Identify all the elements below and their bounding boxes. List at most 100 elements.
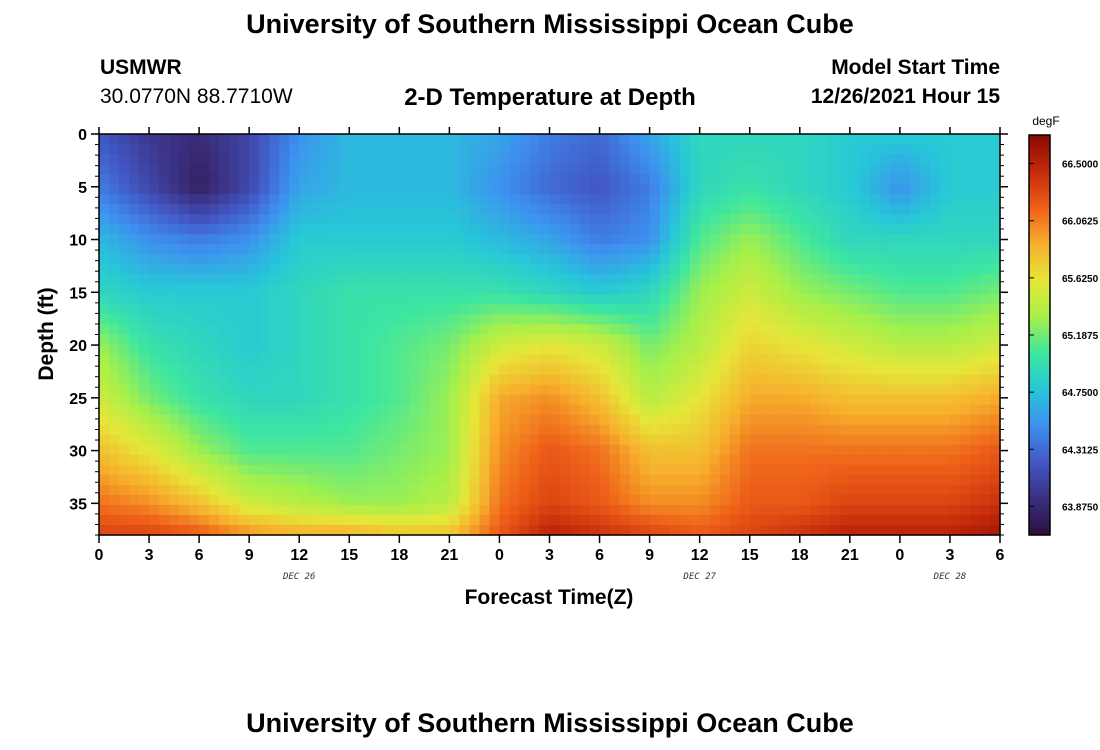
- x-tick-label: 18: [791, 547, 809, 564]
- heatmap-cell: [839, 174, 851, 185]
- heatmap-cell: [499, 274, 511, 285]
- heatmap-cell: [909, 304, 921, 316]
- heatmap-cell: [929, 504, 941, 516]
- heatmap-cell: [859, 514, 871, 526]
- heatmap-cell: [289, 314, 300, 326]
- heatmap-cell: [799, 454, 811, 466]
- heatmap-cell: [309, 354, 320, 366]
- heatmap-cell: [639, 384, 651, 396]
- heatmap-cell: [869, 434, 881, 446]
- heatmap-cell: [179, 284, 190, 296]
- heatmap-cell: [379, 484, 390, 496]
- heatmap-cell: [589, 234, 601, 245]
- heatmap-cell: [499, 474, 511, 486]
- heatmap-cell: [449, 204, 460, 215]
- heatmap-cell: [819, 454, 831, 466]
- heatmap-cell: [979, 454, 991, 466]
- heatmap-cell: [479, 194, 491, 205]
- heatmap-cell: [219, 364, 230, 376]
- heatmap-cell: [139, 214, 150, 225]
- heatmap-cell: [529, 214, 541, 225]
- heatmap-cell: [589, 504, 601, 516]
- heatmap-cell: [139, 404, 150, 416]
- heatmap-cell: [669, 414, 681, 426]
- heatmap-cell: [629, 254, 641, 265]
- heatmap-cell: [289, 444, 300, 456]
- heatmap-cell: [389, 294, 400, 306]
- heatmap-cell: [409, 334, 420, 346]
- heatmap-cell: [859, 344, 871, 356]
- heatmap-cell: [429, 264, 440, 275]
- heatmap-cell: [919, 434, 931, 446]
- heatmap-cell: [769, 174, 781, 185]
- heatmap-cell: [699, 304, 711, 316]
- heatmap-cell: [369, 504, 380, 516]
- heatmap-cell: [739, 244, 751, 255]
- heatmap-cell: [169, 164, 180, 175]
- heatmap-cell: [129, 284, 140, 296]
- heatmap-cell: [549, 294, 561, 306]
- heatmap-cell: [639, 444, 651, 456]
- heatmap-cell: [489, 474, 501, 486]
- heatmap-cell: [769, 484, 781, 496]
- heatmap-cell: [219, 474, 230, 486]
- heatmap-cell: [209, 204, 220, 215]
- heatmap-cell: [769, 234, 781, 245]
- heatmap-cell: [449, 514, 460, 526]
- heatmap-cell: [859, 524, 871, 536]
- heatmap-cell: [499, 454, 511, 466]
- heatmap-cell: [479, 484, 491, 496]
- heatmap-cell: [839, 264, 851, 275]
- heatmap-cell: [159, 354, 170, 366]
- heatmap-cell: [349, 234, 360, 245]
- heatmap-cell: [929, 364, 941, 376]
- heatmap-cell: [719, 284, 731, 296]
- heatmap-cell: [899, 444, 911, 456]
- heatmap-cell: [269, 514, 280, 526]
- heatmap-cell: [369, 254, 380, 265]
- heatmap-cell: [229, 224, 240, 235]
- heatmap-cell: [869, 354, 881, 366]
- heatmap-cell: [569, 394, 581, 406]
- heatmap-cell: [289, 474, 300, 486]
- heatmap-cell: [589, 284, 601, 296]
- heatmap-cell: [739, 524, 751, 536]
- heatmap-cell: [829, 194, 841, 205]
- heatmap-cell: [499, 164, 511, 175]
- heatmap-cell: [969, 384, 981, 396]
- heatmap-cell: [889, 394, 901, 406]
- heatmap-cell: [559, 364, 571, 376]
- heatmap-cell: [889, 294, 901, 306]
- heatmap-cell: [289, 164, 300, 175]
- heatmap-cell: [629, 304, 641, 316]
- heatmap-cell: [859, 264, 871, 275]
- heatmap-cell: [809, 134, 821, 145]
- heatmap-cell: [579, 434, 591, 446]
- heatmap-cell: [299, 344, 310, 356]
- heatmap-cell: [279, 294, 290, 306]
- heatmap-cell: [439, 244, 450, 255]
- heatmap-cell: [709, 234, 721, 245]
- heatmap-cell: [439, 364, 450, 376]
- heatmap-cell: [119, 334, 130, 346]
- heatmap-cell: [919, 284, 931, 296]
- heatmap-cell: [319, 254, 330, 265]
- heatmap-cell: [959, 264, 971, 275]
- heatmap-cell: [779, 314, 791, 326]
- heatmap-cell: [639, 484, 651, 496]
- heatmap-cell: [879, 254, 891, 265]
- heatmap-cell: [499, 374, 511, 386]
- heatmap-cell: [639, 424, 651, 436]
- heatmap-cell: [929, 264, 941, 275]
- heatmap-cell: [299, 394, 310, 406]
- heatmap-cell: [489, 174, 501, 185]
- heatmap-cell: [429, 294, 440, 306]
- heatmap-cell: [509, 184, 521, 195]
- heatmap-cell: [649, 504, 661, 516]
- heatmap-cell: [809, 274, 821, 285]
- heatmap-cell: [849, 154, 861, 165]
- heatmap-cell: [419, 444, 430, 456]
- heatmap-cell: [809, 244, 821, 255]
- heatmap-cell: [299, 484, 310, 496]
- heatmap-cell: [229, 344, 240, 356]
